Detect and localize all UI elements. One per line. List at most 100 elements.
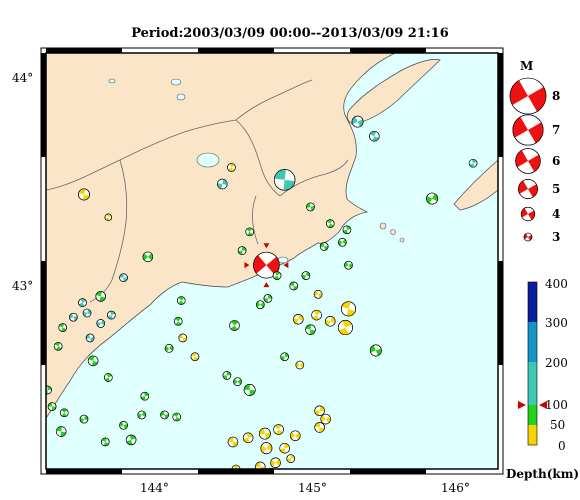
- islet: [390, 229, 396, 235]
- boundary-line: [235, 79, 313, 121]
- lon-label-145: 145°: [298, 481, 327, 495]
- event-beachball: [69, 312, 78, 322]
- islet: [399, 237, 405, 243]
- event-beachball: [47, 402, 57, 411]
- event-beachball: [324, 316, 336, 327]
- event-beachball: [325, 219, 335, 228]
- event-beachball: [30, 390, 38, 398]
- boundary-line: [252, 195, 259, 245]
- event-beachball: [342, 225, 352, 235]
- depth-marker-arrow: [518, 401, 526, 409]
- depth-tick-0: 0: [558, 439, 566, 453]
- event-beachball: [36, 411, 44, 419]
- mainshock-arrow: [263, 282, 270, 288]
- lake: [170, 78, 182, 86]
- event-beachball: [25, 365, 33, 373]
- event-beachball: [104, 213, 112, 221]
- event-beachball: [78, 298, 87, 307]
- event-beachball: [290, 430, 301, 441]
- magnitude-legend-label: 8: [552, 89, 560, 103]
- event-beachball: [320, 413, 331, 425]
- magnitude-legend-symbol: [518, 179, 538, 199]
- event-beachball: [15, 468, 25, 478]
- event-beachball: [270, 457, 281, 469]
- magnitude-legend-symbol: [523, 232, 533, 242]
- event-beachball: [242, 432, 254, 444]
- magnitude-legend-label: 5: [552, 182, 560, 196]
- lon-label-146: 146°: [441, 481, 470, 495]
- mainshock-arrow: [263, 243, 270, 249]
- event-beachball: [9, 357, 17, 365]
- event-beachball: [18, 417, 26, 425]
- event-beachball: [59, 408, 69, 418]
- event-beachball: [289, 281, 299, 291]
- event-beachball: [280, 352, 289, 361]
- event-beachball: [46, 385, 52, 395]
- lake: [176, 93, 186, 101]
- event-beachball: [15, 373, 23, 381]
- event-beachball: [227, 436, 239, 448]
- event-beachball: [231, 464, 241, 469]
- event-beachball: [58, 323, 68, 332]
- event-beachball: [426, 192, 438, 205]
- event-beachball: [160, 410, 169, 420]
- hokkaido-land: [46, 53, 396, 419]
- event-beachball: [13, 484, 21, 492]
- event-beachball: [301, 271, 311, 280]
- event-beachball: [15, 340, 23, 348]
- event-beachball: [87, 355, 99, 367]
- event-beachball: [229, 320, 240, 331]
- lon-label-144: 144°: [140, 481, 169, 495]
- event-beachball: [53, 341, 63, 351]
- depth-legend-title: Depth(km): [506, 467, 579, 481]
- magnitude-legend-symbol: [515, 148, 541, 174]
- events-layer: [6, 115, 478, 492]
- magnitude-legend-symbol: [509, 77, 547, 115]
- event-beachball: [78, 188, 90, 201]
- mainshock-markers: [244, 243, 289, 288]
- event-beachball: [55, 426, 67, 437]
- event-beachball: [190, 352, 200, 361]
- depth-tick-400: 400: [545, 277, 568, 291]
- magnitude-legend-label: 7: [552, 123, 560, 137]
- event-beachball: [172, 412, 182, 422]
- event-beachball: [313, 289, 323, 299]
- event-beachball: [85, 333, 95, 343]
- event-beachball: [6, 396, 14, 404]
- event-beachball: [104, 373, 113, 382]
- event-beachball: [311, 309, 322, 321]
- event-beachball: [344, 260, 353, 270]
- event-beachball: [337, 320, 353, 336]
- magnitude-legend: 8 7 6 5 4 3: [509, 77, 560, 244]
- event-beachball: [279, 442, 290, 454]
- event-beachball: [314, 422, 325, 433]
- event-beachball: [256, 300, 265, 309]
- event-beachball: [260, 442, 273, 455]
- magnitude-legend-symbol: [520, 206, 536, 222]
- event-beachball: [95, 291, 106, 302]
- event-beachball: [293, 313, 304, 325]
- mainshock-beachball: [253, 251, 280, 279]
- event-beachball: [119, 273, 128, 282]
- event-beachball: [176, 296, 186, 305]
- event-beachball: [100, 437, 110, 447]
- depth-tick-200: 200: [545, 356, 568, 370]
- event-beachball: [306, 202, 315, 212]
- event-beachball: [338, 237, 347, 247]
- event-beachball: [82, 308, 92, 318]
- lat-label-44: 44°: [12, 71, 33, 85]
- magnitude-legend-label: 3: [552, 230, 560, 244]
- event-beachball: [340, 301, 356, 317]
- event-beachball: [233, 377, 242, 386]
- event-beachball: [295, 360, 305, 370]
- event-beachball: [351, 115, 364, 128]
- event-beachball: [468, 158, 478, 168]
- boundary-line: [46, 119, 237, 191]
- event-beachball: [164, 344, 174, 353]
- event-beachball: [263, 294, 273, 303]
- event-beachball: [125, 434, 137, 446]
- event-beachball: [273, 169, 296, 191]
- iturup-island: [453, 159, 498, 211]
- event-beachball: [21, 357, 29, 365]
- event-beachball: [369, 344, 382, 357]
